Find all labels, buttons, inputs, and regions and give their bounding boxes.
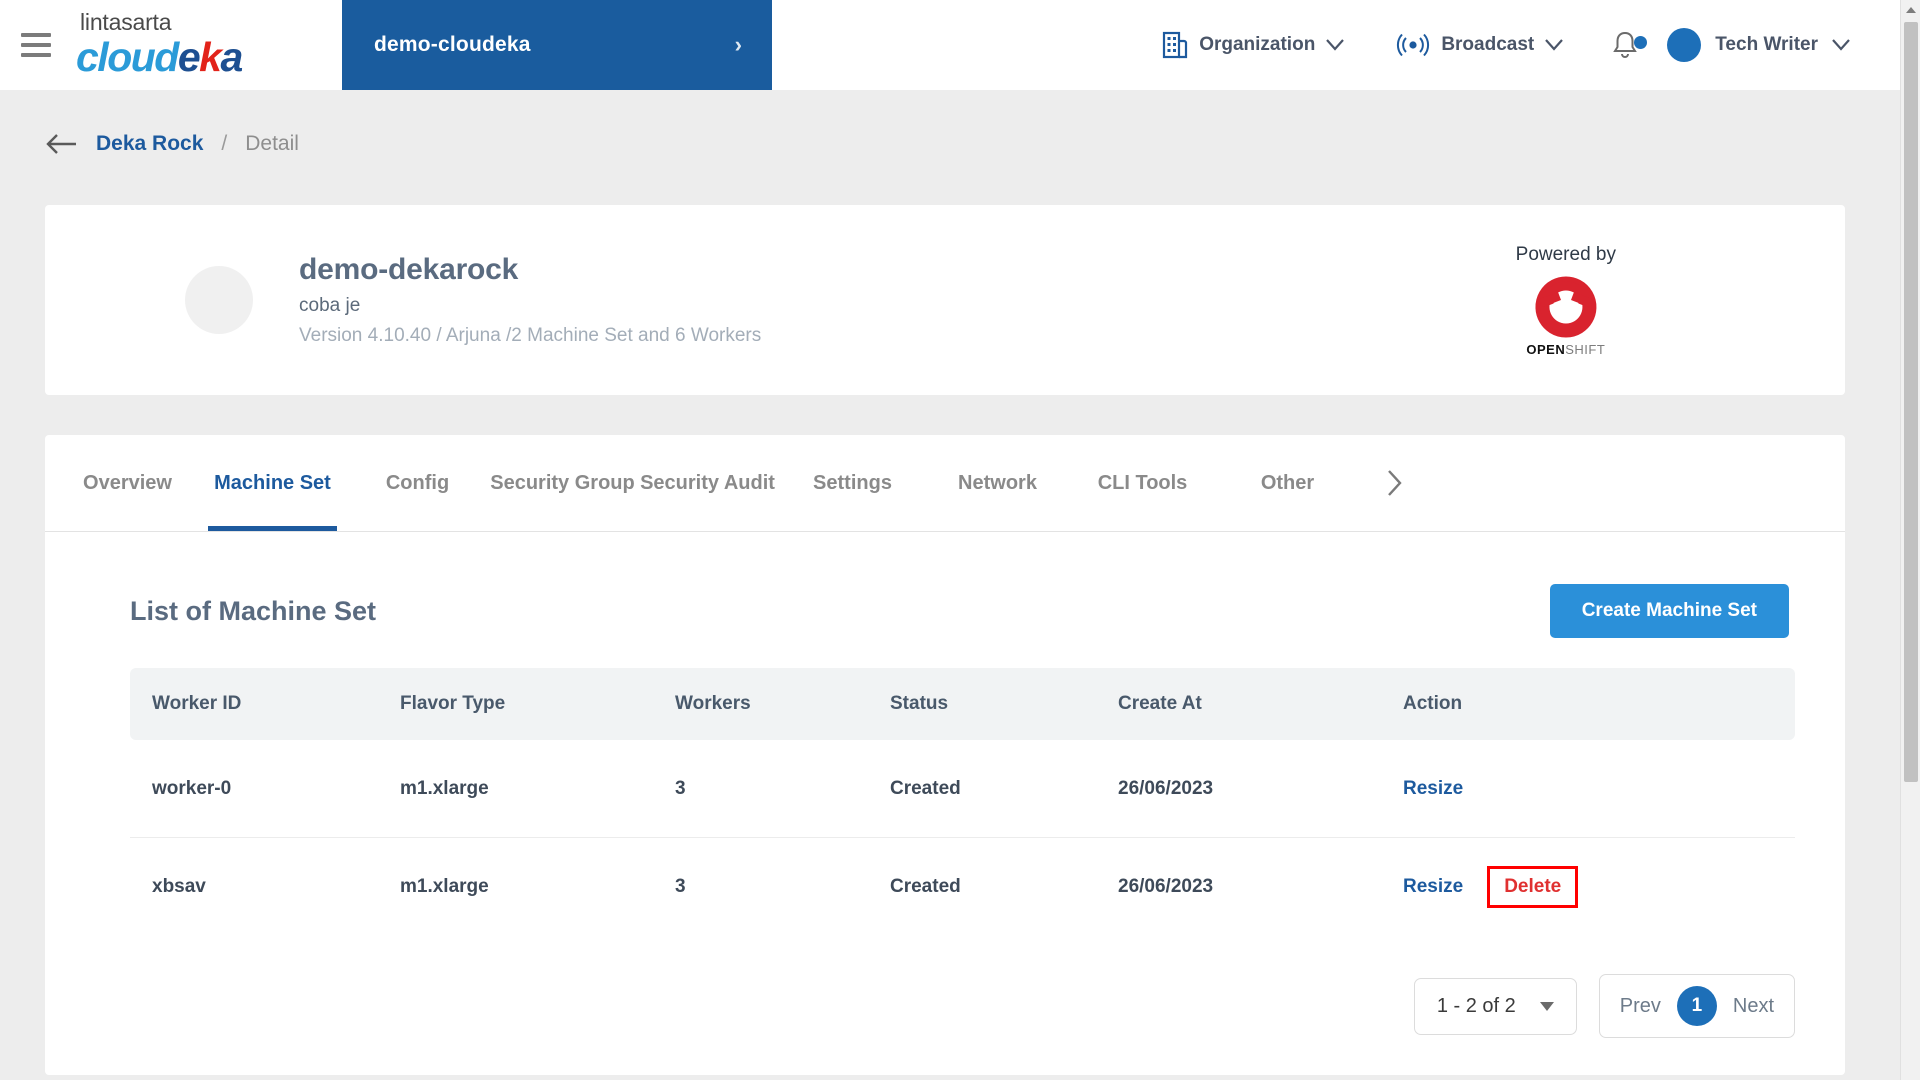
scroll-up-arrow-icon[interactable]	[1901, 0, 1920, 20]
avatar	[1667, 28, 1702, 62]
column-header-create-at: Create At	[1118, 693, 1202, 714]
tab-overview[interactable]: Overview	[83, 471, 172, 494]
user-name-label: Tech Writer	[1715, 34, 1818, 55]
cell-action: Resize Delete	[1403, 866, 1773, 908]
tab-settings[interactable]: Settings	[813, 471, 892, 494]
building-icon	[1162, 31, 1188, 59]
table-row: xbsav m1.xlarge 3 Created 26/06/2023 Res…	[130, 838, 1795, 936]
organization-menu[interactable]: Organization	[1136, 31, 1370, 59]
logo-lintasarta-text: lintasarta	[80, 8, 172, 35]
project-name: demo-cloudeka	[374, 33, 531, 56]
tab-machine-set[interactable]: Machine Set	[200, 435, 345, 531]
cluster-header-card: demo-dekarock coba je Version 4.10.40 / …	[45, 205, 1845, 395]
column-header-flavor-type: Flavor Type	[400, 693, 506, 714]
powered-by-block: Powered by OPENSHIFT	[1516, 244, 1616, 357]
cluster-description: coba je	[299, 295, 361, 316]
column-header-action: Action	[1403, 693, 1463, 714]
tab-security-audit[interactable]: Security Audit	[640, 471, 775, 494]
machine-set-table: Worker ID Flavor Type Workers Status Cre…	[130, 668, 1795, 936]
page-size-select[interactable]: 1 - 2 of 2	[1413, 977, 1577, 1035]
breadcrumb-separator: /	[221, 132, 228, 155]
cell-worker-id: worker-0	[152, 777, 232, 799]
create-machine-set-button[interactable]: Create Machine Set	[1549, 584, 1789, 638]
cell-workers: 3	[675, 777, 686, 799]
breadcrumb-current: Detail	[245, 132, 299, 155]
column-header-worker-id: Worker ID	[152, 693, 242, 714]
tab-other[interactable]: Other	[1260, 471, 1315, 494]
openshift-wordmark: OPENSHIFT	[1526, 342, 1605, 357]
tab-bar: Overview Machine Set Config Security Gro…	[45, 435, 1845, 532]
cell-status: Created	[890, 876, 961, 897]
column-header-status: Status	[890, 693, 949, 714]
cluster-info: demo-dekarock coba je Version 4.10.40 / …	[299, 253, 1516, 347]
delete-link-highlight: Delete	[1487, 866, 1579, 908]
organization-label: Organization	[1199, 34, 1316, 55]
broadcast-menu[interactable]: Broadcast	[1370, 32, 1589, 58]
tab-cli-tools[interactable]: CLI Tools	[1097, 471, 1188, 494]
delete-link[interactable]: Delete	[1504, 876, 1562, 897]
cluster-avatar	[185, 266, 253, 334]
list-header: List of Machine Set Create Machine Set	[45, 532, 1845, 638]
brand-logo[interactable]: lintasarta cloudeka	[72, 0, 342, 90]
current-page-indicator[interactable]: 1	[1676, 986, 1717, 1026]
user-menu[interactable]: Tech Writer	[1657, 28, 1880, 62]
logo-cloudeka-text: cloudeka	[76, 33, 243, 80]
machine-set-panel: Overview Machine Set Config Security Gro…	[45, 435, 1845, 1075]
project-selector[interactable]: demo-cloudeka ›	[342, 0, 772, 90]
chevron-down-icon	[1545, 39, 1564, 51]
breadcrumb-parent-link[interactable]: Deka Rock	[96, 132, 204, 155]
arrow-left-icon[interactable]	[46, 133, 78, 155]
tab-config[interactable]: Config	[385, 471, 450, 494]
cell-flavor-type: m1.xlarge	[400, 876, 489, 897]
column-header-workers: Workers	[675, 693, 751, 714]
list-title: List of Machine Set	[130, 595, 377, 626]
pagination: 1 - 2 of 2 Prev 1 Next	[45, 936, 1845, 1038]
resize-link[interactable]: Resize	[1403, 876, 1464, 897]
cell-status: Created	[890, 777, 961, 799]
table-row: worker-0 m1.xlarge 3 Created 26/06/2023 …	[130, 740, 1795, 838]
chevron-down-icon	[1539, 1001, 1554, 1011]
pagination-nav: Prev 1 Next	[1598, 974, 1795, 1038]
page-scrollbar[interactable]	[1900, 0, 1920, 1080]
broadcast-icon	[1396, 32, 1430, 58]
cell-create-at: 26/06/2023	[1118, 777, 1214, 799]
top-navigation-bar: lintasarta cloudeka demo-cloudeka ›	[0, 0, 1900, 90]
topbar-spacer	[772, 0, 1136, 90]
resize-link[interactable]: Resize	[1403, 777, 1464, 799]
breadcrumb: Deka Rock / Detail	[46, 132, 299, 156]
topbar-actions: Organization Broadcast	[1136, 0, 1900, 90]
notifications-button[interactable]	[1589, 30, 1657, 60]
page-range-label: 1 - 2 of 2	[1436, 994, 1516, 1017]
scrollbar-thumb[interactable]	[1904, 22, 1918, 782]
cluster-name: demo-dekarock	[299, 253, 519, 286]
chevron-down-icon	[1832, 39, 1850, 51]
openshift-wordmark-light: SHIFT	[1565, 341, 1606, 357]
tab-security-group[interactable]: Security Group	[490, 471, 635, 494]
cell-flavor-type: m1.xlarge	[400, 777, 489, 799]
openshift-wordmark-bold: OPEN	[1526, 341, 1566, 357]
broadcast-label: Broadcast	[1441, 34, 1535, 55]
cell-create-at: 26/06/2023	[1118, 876, 1214, 897]
openshift-icon	[1533, 276, 1599, 338]
prev-page-button[interactable]: Prev	[1619, 994, 1661, 1017]
cell-action: Resize	[1403, 778, 1773, 800]
cluster-meta: Version 4.10.40 / Arjuna /2 Machine Set …	[299, 325, 762, 346]
bell-icon	[1611, 30, 1639, 60]
chevron-right-icon: ›	[734, 32, 742, 57]
chevron-down-icon	[1326, 39, 1345, 51]
next-page-button[interactable]: Next	[1732, 994, 1774, 1017]
cell-workers: 3	[675, 876, 686, 897]
tab-network[interactable]: Network	[958, 471, 1037, 494]
hamburger-menu-icon[interactable]	[0, 0, 72, 90]
powered-by-label: Powered by	[1515, 243, 1616, 265]
chevron-right-icon[interactable]	[1360, 435, 1430, 531]
table-header-row: Worker ID Flavor Type Workers Status Cre…	[130, 668, 1795, 740]
notification-badge	[1634, 36, 1648, 49]
cell-worker-id: xbsav	[152, 876, 206, 897]
